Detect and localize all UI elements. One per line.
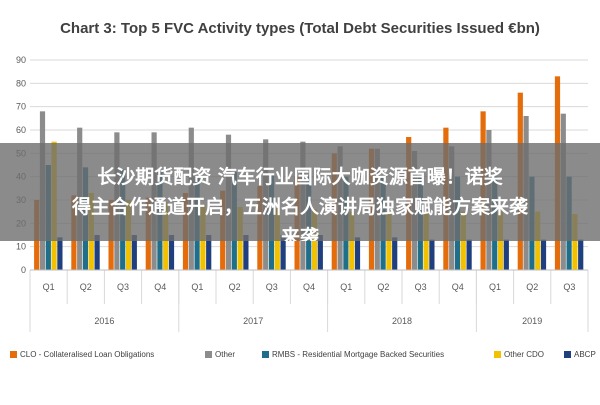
x-tick-label: Q1 bbox=[489, 282, 501, 292]
legend-label: Other CDO bbox=[504, 350, 544, 359]
bar-abcp bbox=[280, 235, 286, 270]
x-tick-label: Q2 bbox=[229, 282, 241, 292]
y-tick-label: 90 bbox=[16, 55, 26, 65]
legend-swatch bbox=[205, 351, 212, 358]
year-label: 2018 bbox=[392, 316, 412, 326]
legend-swatch bbox=[494, 351, 501, 358]
bar-abcp bbox=[392, 237, 398, 270]
y-tick-label: 60 bbox=[16, 125, 26, 135]
bar-abcp bbox=[168, 235, 175, 270]
bar-abcp bbox=[206, 235, 212, 270]
year-label: 2017 bbox=[243, 316, 263, 326]
x-tick-label: Q3 bbox=[415, 282, 427, 292]
y-tick-label: 0 bbox=[21, 265, 26, 275]
bar-abcp bbox=[57, 237, 63, 270]
x-tick-label: Q2 bbox=[526, 282, 538, 292]
legend-label: CLO - Collateralised Loan Obligations bbox=[20, 350, 154, 359]
x-tick-label: Q3 bbox=[266, 282, 278, 292]
bar-other bbox=[572, 214, 578, 270]
x-tick-label: Q3 bbox=[117, 282, 129, 292]
x-tick-label: Q2 bbox=[377, 282, 389, 292]
bar-abcp bbox=[131, 235, 137, 270]
legend: CLO - Collateralised Loan Obligations Oth… bbox=[10, 350, 596, 359]
overlay-banner-line-2: 得主合作通道开启，五洲名人演讲局独家赋能方案来袭 bbox=[71, 196, 528, 218]
legend-swatch bbox=[10, 351, 17, 358]
bar-abcp bbox=[466, 239, 472, 270]
x-tick-label: Q4 bbox=[303, 282, 315, 292]
x-tick-label: Q2 bbox=[80, 282, 92, 292]
legend-label: ABCP bbox=[574, 350, 596, 359]
x-tick-label: Q1 bbox=[43, 282, 55, 292]
legend-label: Other bbox=[215, 350, 235, 359]
legend-swatch bbox=[564, 351, 571, 358]
chart-title: Chart 3: Top 5 FVC Activity types (Total… bbox=[60, 20, 540, 37]
bar-abcp bbox=[503, 239, 509, 270]
x-tick-label: Q1 bbox=[191, 282, 203, 292]
bar-abcp bbox=[317, 235, 323, 270]
y-tick-label: 80 bbox=[16, 78, 26, 88]
x-tick-label: Q4 bbox=[154, 282, 166, 292]
overlay-banner-line-3: 来袭 bbox=[280, 226, 319, 241]
bar-abcp bbox=[429, 239, 435, 270]
year-label: 2016 bbox=[94, 316, 114, 326]
bar-abcp bbox=[540, 239, 547, 270]
x-tick-label: Q3 bbox=[563, 282, 575, 292]
legend-swatch bbox=[262, 351, 269, 358]
year-label: 2019 bbox=[522, 316, 542, 326]
legend-label: RMBS - Residential Mortgage Backed Secur… bbox=[272, 350, 444, 359]
overlay-banner[interactable]: 长沙期货配资 汽车行业国际大咖资源首曝！诺奖 得主合作通道开启，五洲名人演讲局独… bbox=[0, 143, 600, 241]
bar-abcp bbox=[354, 237, 361, 270]
bar-abcp bbox=[578, 239, 584, 270]
y-tick-label: 70 bbox=[16, 102, 26, 112]
x-tick-label: Q4 bbox=[452, 282, 464, 292]
x-tick-label: Q1 bbox=[340, 282, 352, 292]
overlay-banner-line-1: 长沙期货配资 汽车行业国际大咖资源首曝！诺奖 bbox=[97, 166, 503, 188]
y-tick-label: 10 bbox=[16, 242, 26, 252]
bar-abcp bbox=[243, 235, 249, 270]
bar-abcp bbox=[94, 235, 100, 270]
